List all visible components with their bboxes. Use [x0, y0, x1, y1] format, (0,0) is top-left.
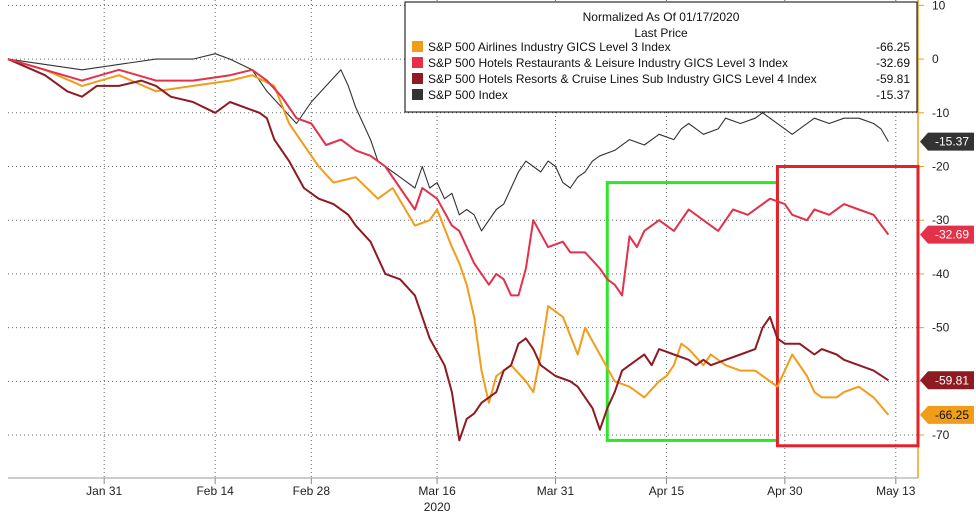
series-line-0 — [7, 58, 890, 416]
legend-series-last: -15.37 — [876, 88, 910, 102]
legend-swatch — [412, 89, 423, 100]
red-box — [775, 164, 920, 448]
green-box — [605, 181, 779, 442]
series-line-2 — [7, 58, 889, 442]
series-line-1 — [7, 58, 890, 297]
x-tick-label: Feb 28 — [293, 484, 331, 498]
legend-series-last: -59.81 — [876, 72, 910, 86]
legend-series-last: -66.25 — [876, 40, 910, 54]
legend-series-name: S&P 500 Airlines Industry GICS Level 3 I… — [428, 40, 671, 54]
y-tick-label: 0 — [932, 52, 939, 66]
legend-series-name: S&P 500 Hotels Resorts & Cruise Lines Su… — [428, 72, 817, 86]
last-value-label: -66.25 — [935, 408, 969, 422]
highlight-boxes — [605, 164, 920, 448]
x-tick-label: Mar 16 — [418, 484, 456, 498]
legend-subtitle: Last Price — [634, 26, 688, 40]
last-value-box — [920, 405, 974, 424]
legend-series-name: S&P 500 Hotels Restaurants & Leisure Ind… — [428, 56, 788, 70]
x-tick-label: Apr 15 — [649, 484, 685, 498]
legend: Normalized As Of 01/17/2020 Last Price S… — [404, 1, 918, 113]
x-tick-label: Mar 31 — [537, 484, 575, 498]
x-tick-label: Feb 14 — [196, 484, 234, 498]
last-value-box — [920, 371, 974, 390]
x-tick-label: May 13 — [876, 484, 916, 498]
x-year-label: 2020 — [424, 500, 451, 514]
y-tick-label: -40 — [932, 267, 950, 281]
y-tick-label: -10 — [932, 106, 950, 120]
y-tick-label: -70 — [932, 428, 950, 442]
y-tick-label: -20 — [932, 159, 950, 173]
legend-series-name: S&P 500 Index — [428, 88, 508, 102]
y-tick-label: 10 — [932, 0, 946, 12]
last-value-label: -59.81 — [935, 373, 969, 387]
series-line-3 — [7, 53, 889, 232]
legend-swatch — [412, 57, 423, 68]
legend-series-last: -32.69 — [876, 56, 910, 70]
series-lines — [7, 53, 890, 442]
last-value-label: -32.69 — [935, 228, 969, 242]
y-tick-label: -50 — [932, 321, 950, 335]
legend-swatch — [412, 73, 423, 84]
last-value-label: -15.37 — [935, 135, 969, 149]
x-tick-label: Apr 30 — [767, 484, 803, 498]
y-tick-label: -30 — [932, 213, 950, 227]
last-value-box — [920, 132, 974, 151]
last-value-box — [920, 225, 974, 244]
last-value-boxes: -66.25 -32.69 -59.81 -15.37 — [920, 132, 974, 424]
legend-swatch — [412, 41, 423, 52]
legend-title: Normalized As Of 01/17/2020 — [583, 10, 740, 24]
x-tick-label: Jan 31 — [86, 484, 122, 498]
